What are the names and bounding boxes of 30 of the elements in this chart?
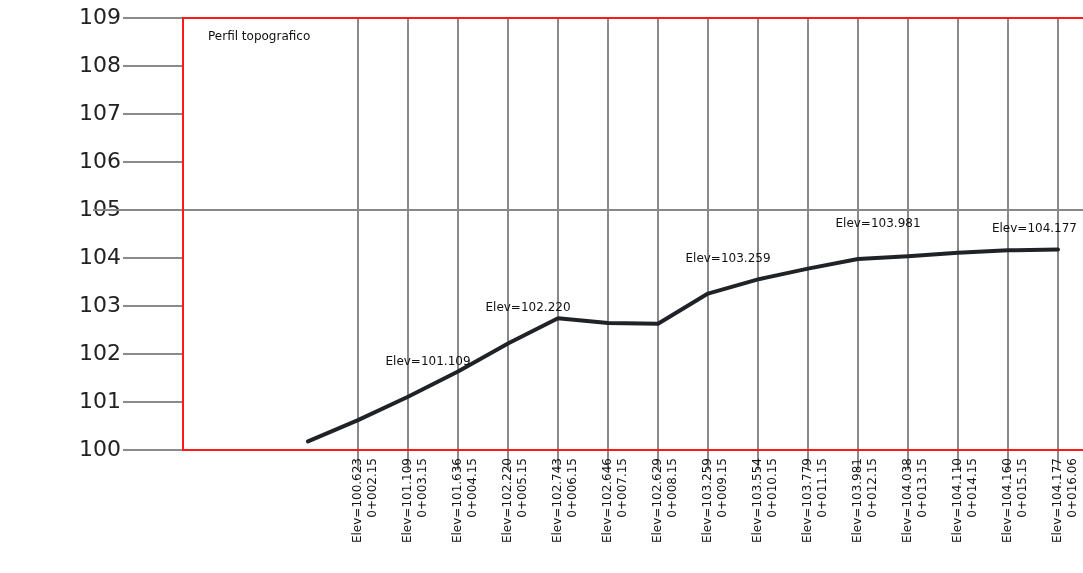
annotation: Elev=101.109 bbox=[385, 353, 471, 368]
y-tick-label: 107 bbox=[79, 99, 121, 125]
x-tick-label: Elev=104.177 0+016.06 bbox=[1050, 458, 1079, 544]
y-tick-label: 101 bbox=[79, 387, 121, 413]
text: Perfil topografico bbox=[208, 29, 311, 43]
y-tick-label: 108 bbox=[79, 51, 121, 77]
x-tick-label: Elev=103.554 0+010.15 bbox=[750, 458, 779, 544]
x-tick-label: Elev=102.629 0+008.15 bbox=[650, 458, 679, 544]
x-tick-label: Elev=102.220 0+005.15 bbox=[500, 458, 529, 544]
y-tick-label: 103 bbox=[79, 291, 121, 317]
x-tick-label: Elev=104.110 0+014.15 bbox=[950, 458, 979, 544]
y-tick-label: 106 bbox=[79, 147, 121, 173]
y-tick-label: 100 bbox=[79, 435, 121, 461]
x-tick-label: Elev=103.259 0+009.15 bbox=[700, 458, 729, 544]
x-tick-label: Elev=102.646 0+007.15 bbox=[600, 458, 629, 544]
annotation: Elev=104.177 bbox=[991, 221, 1077, 235]
x-tick-label: Elev=103.981 0+012.15 bbox=[850, 458, 879, 544]
y-tick-label: 102 bbox=[79, 339, 121, 365]
x-tick-label: Elev=103.779 0+011.15 bbox=[800, 458, 829, 544]
annotation: Elev=102.220 bbox=[485, 300, 571, 315]
x-tick-label: Elev=100.623 0+002.15 bbox=[350, 458, 379, 544]
x-tick-label: Elev=104.160 0+015.15 bbox=[1000, 458, 1029, 544]
x-tick-label: Elev=104.038 0+013.15 bbox=[900, 458, 929, 544]
x-tick-label: Elev=101.109 0+003.15 bbox=[400, 458, 429, 544]
x-tick-label: Elev=102.743 0+006.15 bbox=[550, 458, 579, 544]
y-tick-label: 109 bbox=[79, 3, 121, 29]
annotation: Elev=103.981 bbox=[835, 215, 921, 230]
x-tick-label: Elev=101.636 0+004.15 bbox=[450, 458, 479, 544]
annotation: Elev=103.259 bbox=[685, 250, 771, 265]
y-tick-label: 104 bbox=[79, 243, 121, 269]
